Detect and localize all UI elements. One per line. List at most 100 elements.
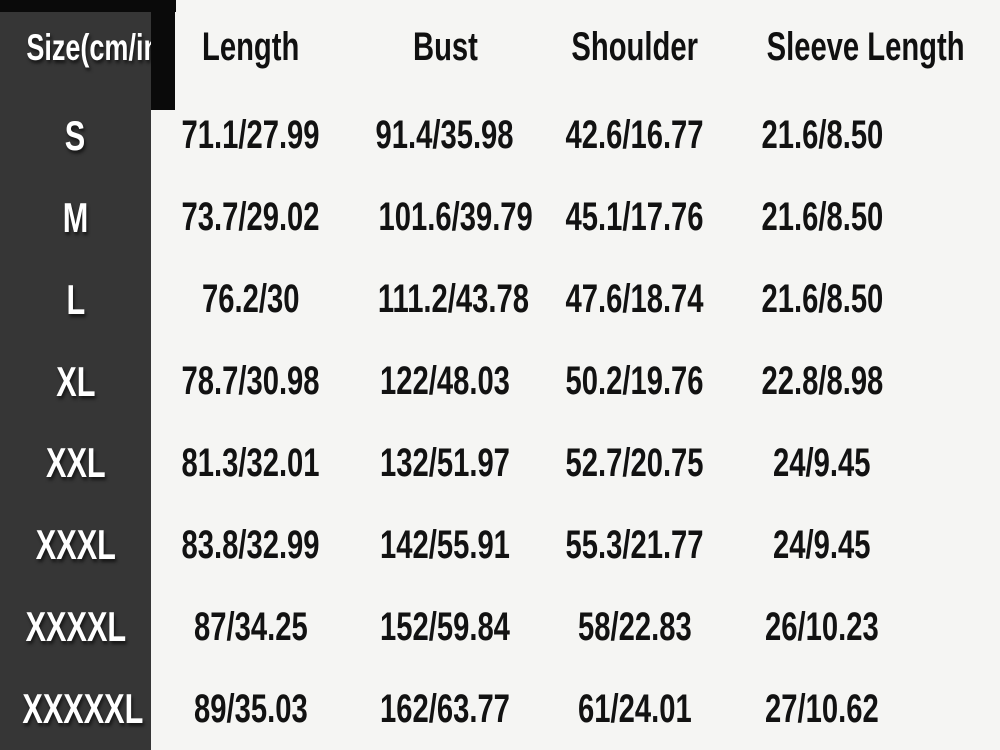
bust-cell: 142/55.91	[350, 504, 540, 586]
bust-cell: 152/59.84	[350, 586, 540, 668]
size-cell: M	[0, 176, 151, 259]
column-header-sleeve-length: Sleeve Length	[730, 0, 965, 95]
shoulder-cell: 61/24.01	[540, 668, 730, 750]
size-cell: XXL	[0, 422, 151, 505]
length-value: 89/35.03	[193, 686, 308, 731]
sleeve-cell: 21.6/8.50	[730, 95, 914, 177]
shoulder-cell: 45.1/17.76	[540, 177, 730, 259]
length-value: 76.2/30	[201, 277, 300, 322]
size-cell: XXXXL	[0, 586, 151, 669]
sleeve-cell: 22.8/8.98	[730, 341, 914, 423]
shoulder-value: 58/22.83	[578, 604, 692, 649]
length-value: 73.7/29.02	[181, 195, 320, 240]
table-row-l: L 76.2/30 111.2/43.78 47.6/18.74 21.6/8.…	[0, 258, 914, 341]
bust-cell: 91.4/35.98	[350, 95, 540, 177]
bust-value: 162/63.77	[380, 686, 510, 731]
size-label: S	[65, 111, 86, 159]
bust-value: 101.6/39.79	[378, 195, 533, 240]
sleeve-value: 24/9.45	[773, 522, 871, 567]
size-cell: S	[0, 95, 151, 177]
length-value: 81.3/32.01	[181, 440, 320, 485]
shoulder-cell: 58/22.83	[540, 586, 730, 668]
bust-value: 142/55.91	[380, 522, 510, 567]
column-header-bust: Bust	[350, 0, 540, 95]
column-header-bust-label: Bust	[412, 25, 478, 69]
size-label: XXXXL	[25, 603, 126, 651]
shoulder-cell: 50.2/19.76	[540, 341, 730, 423]
size-label: XXL	[45, 439, 106, 487]
size-cell: XL	[0, 340, 151, 423]
length-value: 83.8/32.99	[181, 522, 320, 567]
length-cell: 83.8/32.99	[151, 504, 350, 586]
sleeve-cell: 21.6/8.50	[730, 177, 914, 259]
bust-cell: 122/48.03	[350, 341, 540, 423]
shoulder-value: 47.6/18.74	[565, 277, 705, 322]
bust-cell: 132/51.97	[350, 423, 540, 505]
bust-cell: 101.6/39.79	[350, 177, 540, 259]
sleeve-cell: 26/10.23	[730, 586, 914, 668]
length-value: 78.7/30.98	[181, 359, 320, 404]
sleeve-cell: 21.6/8.50	[730, 259, 914, 341]
bust-value: 111.2/43.78	[377, 277, 529, 322]
length-cell: 87/34.25	[151, 586, 350, 668]
bust-cell: 162/63.77	[350, 668, 540, 750]
column-header-length-label: Length	[201, 25, 300, 69]
size-label: XXXL	[35, 521, 116, 569]
table-row-xxxl: XXXL 83.8/32.99 142/55.91 55.3/21.77 24/…	[0, 504, 914, 587]
size-label: L	[66, 275, 85, 323]
table-row-xxl: XXL 81.3/32.01 132/51.97 52.7/20.75 24/9…	[0, 422, 914, 505]
sleeve-value: 26/10.23	[765, 604, 879, 649]
size-label: XXXXXL	[22, 685, 144, 733]
length-cell: 81.3/32.01	[151, 423, 350, 505]
sleeve-value: 21.6/8.50	[761, 195, 883, 240]
sleeve-cell: 24/9.45	[730, 423, 914, 505]
table-row-s: S 71.1/27.99 91.4/35.98 42.6/16.77 21.6/…	[0, 95, 914, 177]
sleeve-value: 22.8/8.98	[761, 359, 883, 404]
column-header-size: Size(cm/in)	[0, 0, 169, 95]
length-cell: 89/35.03	[151, 668, 350, 750]
sleeve-value: 21.6/8.50	[761, 277, 883, 322]
length-value: 87/34.25	[193, 604, 308, 649]
shoulder-value: 50.2/19.76	[565, 359, 705, 404]
shoulder-value: 61/24.01	[578, 686, 692, 731]
top-border-mark	[0, 0, 176, 12]
bust-value: 122/48.03	[380, 359, 510, 404]
shoulder-cell: 52.7/20.75	[540, 423, 730, 505]
length-cell: 73.7/29.02	[151, 177, 350, 259]
shoulder-cell: 47.6/18.74	[540, 259, 730, 341]
sleeve-value: 21.6/8.50	[761, 113, 883, 158]
column-header-sleeve-length-label: Sleeve Length	[766, 25, 965, 69]
size-cell: XXXXXL	[0, 668, 151, 750]
column-header-shoulder-label: Shoulder	[571, 25, 699, 69]
column-header-shoulder: Shoulder	[540, 0, 730, 95]
shoulder-value: 42.6/16.77	[565, 113, 705, 158]
size-cell: XXXL	[0, 504, 151, 587]
sleeve-cell: 27/10.62	[730, 668, 914, 750]
length-cell: 71.1/27.99	[151, 95, 350, 177]
shoulder-value: 55.3/21.77	[565, 522, 705, 567]
header-row: Size(cm/in) Length Bust Shoulder Sleeve …	[0, 0, 965, 95]
table-row-m: M 73.7/29.02 101.6/39.79 45.1/17.76 21.6…	[0, 176, 914, 259]
sleeve-cell: 24/9.45	[730, 504, 914, 586]
side-border-mark	[151, 0, 175, 110]
sleeve-value: 27/10.62	[765, 686, 879, 731]
size-label: M	[62, 193, 89, 241]
bust-value: 152/59.84	[380, 604, 510, 649]
table-row-xxxxl: XXXXL 87/34.25 152/59.84 58/22.83 26/10.…	[0, 586, 914, 669]
table-row-xxxxxl: XXXXXL 89/35.03 162/63.77 61/24.01 27/10…	[0, 668, 914, 750]
bust-value: 91.4/35.98	[375, 113, 515, 158]
bust-cell: 111.2/43.78	[350, 259, 540, 341]
column-header-length: Length	[151, 0, 350, 95]
shoulder-cell: 55.3/21.77	[540, 504, 730, 586]
length-cell: 76.2/30	[151, 259, 350, 341]
column-header-size-label: Size(cm/in)	[26, 26, 169, 68]
length-value: 71.1/27.99	[181, 113, 320, 158]
shoulder-value: 52.7/20.75	[565, 440, 705, 485]
size-chart-table: Size(cm/in) Length Bust Shoulder Sleeve …	[0, 0, 965, 750]
shoulder-cell: 42.6/16.77	[540, 95, 730, 177]
table-row-xl: XL 78.7/30.98 122/48.03 50.2/19.76 22.8/…	[0, 340, 914, 423]
sleeve-value: 24/9.45	[773, 440, 871, 485]
bust-value: 132/51.97	[380, 440, 510, 485]
size-label: XL	[55, 357, 96, 405]
shoulder-value: 45.1/17.76	[565, 195, 705, 240]
